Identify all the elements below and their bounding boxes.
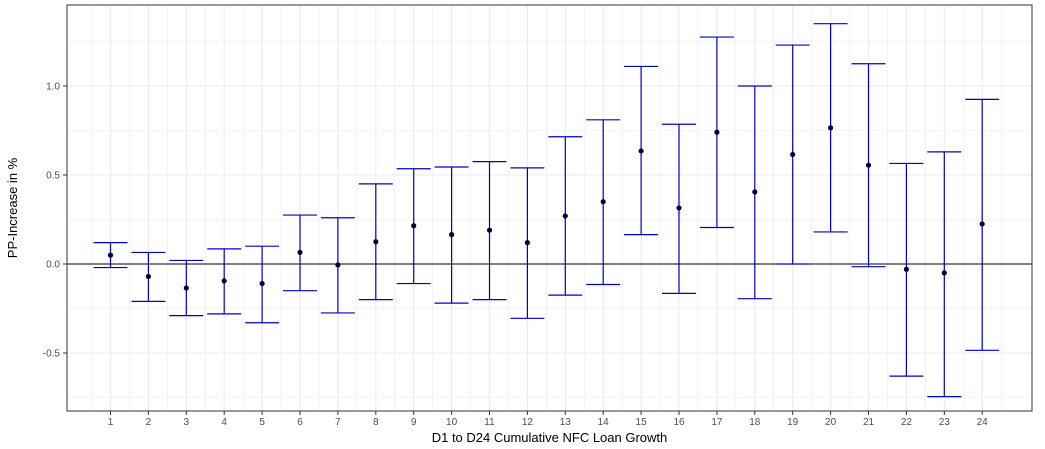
estimate-point xyxy=(600,199,606,205)
y-tick-label: -0.5 xyxy=(43,349,61,360)
estimate-point xyxy=(107,252,114,258)
grid xyxy=(67,5,1032,411)
x-tick-label: 18 xyxy=(749,417,761,428)
estimate-point xyxy=(714,129,720,135)
x-tick-label: 1 xyxy=(108,417,114,428)
x-axis-ticks: 1 2 3 4 5 6 7 8 9 10 11 12 13 14 15 16 17 18 19 20 21 22 23 24 xyxy=(108,411,988,428)
estimate-point xyxy=(903,266,910,272)
estimate-point xyxy=(221,278,227,284)
estimate-point xyxy=(183,285,189,291)
estimate-point xyxy=(335,262,341,268)
y-tick-label: 0.5 xyxy=(46,171,60,182)
estimate-point xyxy=(865,162,872,168)
x-tick-label: 19 xyxy=(787,417,799,428)
estimate-point xyxy=(676,205,682,211)
estimate-point xyxy=(297,249,303,256)
x-tick-label: 24 xyxy=(977,417,989,428)
estimate-point xyxy=(828,125,834,131)
x-tick-label: 6 xyxy=(297,417,303,428)
estimate-point xyxy=(373,239,379,245)
y-tick-label: 1.0 xyxy=(46,82,60,93)
estimate-point xyxy=(790,151,796,158)
x-tick-label: 15 xyxy=(636,417,648,428)
x-tick-label: 8 xyxy=(373,417,379,428)
estimate-point xyxy=(638,148,644,154)
estimate-points xyxy=(107,125,985,291)
x-tick-label: 14 xyxy=(598,417,610,428)
y-tick-label: 0.0 xyxy=(46,260,60,271)
estimate-point xyxy=(752,189,758,195)
estimate-point xyxy=(145,273,151,280)
x-tick-label: 4 xyxy=(221,417,227,428)
x-tick-label: 11 xyxy=(484,417,495,428)
estimate-point xyxy=(411,223,417,229)
estimate-point xyxy=(941,270,947,276)
x-tick-label: 17 xyxy=(711,417,723,428)
x-tick-label: 2 xyxy=(146,417,152,428)
estimate-point xyxy=(486,227,493,233)
x-tick-label: 13 xyxy=(560,417,572,428)
x-tick-label: 9 xyxy=(411,417,417,428)
panel-background xyxy=(67,5,1032,411)
estimate-point xyxy=(259,280,265,287)
x-tick-label: 22 xyxy=(901,417,913,428)
x-tick-label: 5 xyxy=(259,417,265,428)
y-axis-ticks: -0.5 0.0 0.5 1.0 xyxy=(43,82,67,360)
estimate-point xyxy=(524,240,531,246)
x-tick-label: 21 xyxy=(863,417,875,428)
x-tick-label: 3 xyxy=(184,417,190,428)
x-tick-label: 12 xyxy=(522,417,534,428)
estimate-point xyxy=(449,232,455,238)
x-axis-title: D1 to D24 Cumulative NFC Loan Growth xyxy=(432,430,668,445)
y-axis-title: PP-Increase in % xyxy=(5,157,20,258)
x-tick-label: 23 xyxy=(939,417,951,428)
x-tick-label: 7 xyxy=(335,417,341,428)
estimate-point xyxy=(979,221,985,227)
estimate-point xyxy=(562,213,568,219)
panel-border xyxy=(66,4,1033,412)
x-tick-label: 16 xyxy=(673,417,685,428)
x-tick-label: 20 xyxy=(825,417,837,428)
x-tick-label: 10 xyxy=(446,417,458,428)
